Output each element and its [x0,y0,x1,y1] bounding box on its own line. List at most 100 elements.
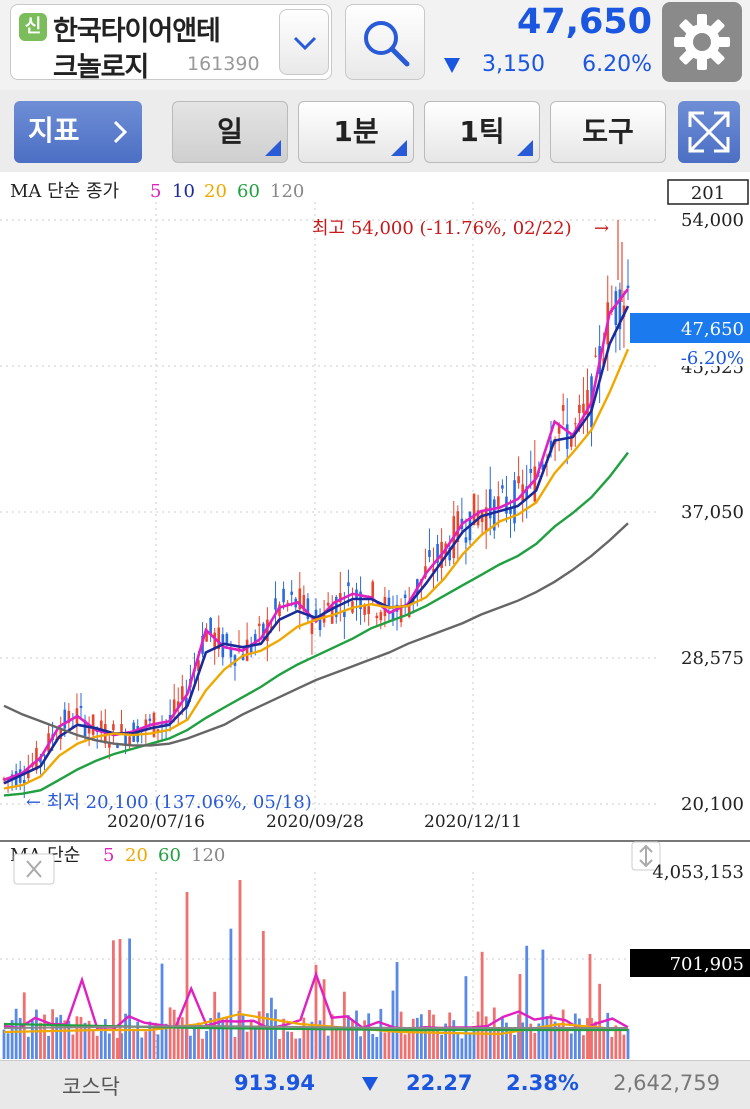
volume-bar [452,1020,456,1059]
volume-bar [136,1021,140,1059]
volume-bar [83,1022,87,1059]
candle-body [363,605,366,615]
fullscreen-button[interactable] [678,101,740,163]
volume-ma120-line [3,1024,628,1029]
volume-legend-ma120: 120 [191,845,225,866]
volume-bar [537,1023,541,1059]
volume-bar [185,892,189,1059]
stock-chart[interactable]: MA 단순 종가 5 10 20 60 120 201 54,000 45,52… [0,172,750,1060]
volume-bar [35,1009,38,1059]
y-tick-label: 28,575 [681,648,744,669]
tab-1tick[interactable]: 1틱 [424,101,540,163]
candle-body [618,289,622,330]
volume-bar [55,1017,59,1059]
volume-bar [132,1028,136,1059]
volume-bar [209,1018,213,1059]
chart-area[interactable]: MA 단순 종가 5 10 20 60 120 201 54,000 45,52… [0,172,750,1108]
candle-body [43,755,46,757]
candle-body [112,724,115,731]
volume-bar [529,1023,533,1059]
candle-body [278,604,281,617]
candle-body [464,537,468,543]
market-index-bar[interactable]: 코스닥 913.94 22.27 2.38% 2,642,759 [0,1060,750,1109]
stock-dropdown-button[interactable] [279,9,329,75]
x-tick-label: 2020/12/11 [424,812,522,832]
indicator-button[interactable]: 지표 [14,101,142,163]
candle-body [626,285,630,288]
y-tick-label: 54,000 [681,210,744,231]
volume-bar [432,1014,435,1059]
candle-body [282,588,285,603]
volume-bar [518,974,522,1059]
expand-icon [688,111,730,153]
tab-tools[interactable]: 도구 [550,101,666,163]
volume-bar [464,976,468,1059]
volume-bar [383,1032,387,1059]
candle-body [67,710,71,723]
candle-body [172,699,176,716]
candle-body [347,582,350,587]
price-change: 3,150 [482,52,545,77]
volume-bar [436,1027,439,1059]
volume-bar [517,1014,520,1059]
y-tick-label: 37,050 [681,502,744,523]
volume-bar [577,1018,581,1059]
volume-bar [594,1021,597,1059]
ma-line-5 [3,288,630,782]
tab-1min[interactable]: 1분 [298,101,414,163]
volume-bar [626,1028,630,1059]
volume-bar [460,1038,464,1059]
stock-selector[interactable]: 신 한국타이어앤테 크놀로지 161390 [10,4,332,83]
volume-max-label: 4,053,153 [652,862,744,883]
scale-toggle-icon[interactable] [631,841,661,871]
search-button[interactable] [345,4,425,80]
candle-body [225,633,229,646]
volume-bar [610,1036,614,1059]
candle-body [124,733,127,747]
candle-body [448,547,452,561]
low-annotation: ← 최저 20,100 (137.06%, 05/18) [26,792,312,813]
volume-bar [322,979,326,1059]
volume-bar [359,1036,362,1059]
candle-body [270,626,273,630]
close-icon[interactable] [13,853,55,885]
volume-bar [156,1034,160,1059]
search-icon [364,21,410,67]
volume-bar [622,1034,626,1059]
dropdown-corner-icon [265,140,281,156]
settings-button[interactable] [662,2,742,82]
volume-bar [403,1034,407,1059]
candle-body [205,629,208,642]
volume-bar [172,1009,176,1059]
volume-bar [261,930,265,1059]
volume-bar [367,1013,371,1059]
candle-body [302,595,306,611]
volume-bar [395,962,399,1059]
price-legend-ma20: 20 [204,181,227,202]
volume-bar [164,1023,168,1059]
volume-bar [424,1026,427,1059]
volume-bar [318,1020,322,1059]
volume-bar [290,1031,294,1059]
volume-bar [274,1009,277,1059]
price-legend-ma120: 120 [270,181,304,202]
candle-body [529,468,533,474]
current-price: 47,650 [516,2,652,42]
candle-body [35,747,38,771]
volume-bar [330,1014,334,1059]
chevron-down-icon [293,36,317,50]
volume-bar [509,1033,512,1059]
candle-body [87,728,91,734]
candle-body [569,434,573,447]
volume-bar [375,1036,379,1059]
x-tick-label: 2020/07/16 [107,812,205,832]
volume-bar [176,1017,180,1059]
candle-body [148,718,152,721]
volume-bar [18,1017,22,1059]
volume-bar [26,1036,30,1059]
volume-bar [39,1022,42,1059]
price-legend-ma5: 5 [150,181,161,202]
volume-bar [549,1014,553,1059]
tab-daily[interactable]: 일 [172,101,288,163]
candle-body [310,622,314,634]
